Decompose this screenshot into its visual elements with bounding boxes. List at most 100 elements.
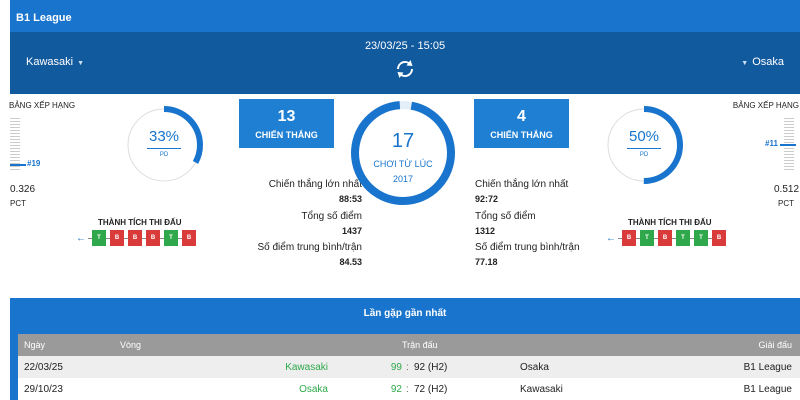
home-team-selector[interactable]: Kawasaki ▼ [26,56,88,68]
form-connector [690,237,694,239]
home-wins-count: 13 [277,108,296,125]
form-result-badge: T [640,230,654,246]
home-biggest-win-value: 88:53 [338,194,362,204]
home-avg-points-label: Số điểm trung bình/trận [257,242,362,253]
form-connector [618,237,622,239]
home-wins-box: 13 CHIẾN THẮNG [239,99,334,148]
home-form-row: ← T B B B T B [74,229,196,247]
form-result-badge: T [164,230,178,246]
chevron-down-icon: ▼ [77,60,85,67]
form-connector [672,237,676,239]
away-total-points-value: 1312 [475,226,496,236]
away-ranking-bar [784,118,794,174]
form-result-badge: B [658,230,672,246]
home-pct-label: PCT [10,199,26,208]
row-home-team[interactable]: Osaka [299,384,328,395]
away-pct-value: 0.512 [774,184,800,195]
away-rank-marker [780,144,796,146]
row-home-team[interactable]: Kawasaki [285,362,328,373]
form-connector [178,237,182,239]
home-ranking-bar [10,118,20,174]
form-result-badge: B [146,230,160,246]
away-form-row: ← B T B T T B [604,229,726,247]
row-date: 29/10/23 [24,384,63,395]
form-result-badge: B [182,230,196,246]
table-row[interactable]: 22/03/25 Kawasaki 99 : 92 (H2) Osaka B1 … [18,356,800,378]
row-score-sep: : [406,384,409,395]
away-form-label: THÀNH TÍCH THI ĐẤU [628,218,712,227]
row-away-score: 92 (H2) [414,362,448,373]
home-rank: #19 [27,159,41,168]
form-result-badge: T [694,230,708,246]
row-league: B1 League [743,362,792,373]
chevron-down-icon: ▼ [741,60,749,67]
form-result-badge: T [92,230,106,246]
form-connector [708,237,712,239]
home-pd-percent: 33% [148,128,180,145]
table-header: Ngày Vòng Trận đấu Giải đấu [18,334,800,356]
row-away-score: 72 (H2) [414,384,448,395]
away-pd-donut: 50% PD [605,106,683,184]
row-league: B1 League [743,384,792,395]
home-rank-marker [10,164,26,166]
away-rank: #11 [765,139,778,148]
away-pd-percent: 50% [628,128,660,145]
form-result-badge: B [712,230,726,246]
home-total-points-value: 1437 [341,226,362,236]
away-avg-points-value: 77.18 [475,257,498,267]
away-team-name: Osaka [752,56,784,68]
away-wins-count: 4 [517,108,526,125]
since-label: CHƠI TỪ LÚC [373,159,433,169]
away-wins-label: CHIẾN THẮNG [490,130,553,140]
form-connector [636,237,640,239]
form-connector [88,237,92,239]
form-connector [124,237,128,239]
home-pd-label: PD [159,152,169,158]
games-played-donut: 17 CHƠI TỪ LÚC 2017 [350,100,456,206]
home-team-name: Kawasaki [26,56,74,68]
home-wins-label: CHIẾN THẮNG [255,130,318,140]
form-result-badge: B [110,230,124,246]
row-away-team[interactable]: Osaka [520,362,549,373]
home-biggest-win-label: Chiến thắng lớn nhất [268,179,362,190]
away-biggest-win-value: 92:72 [475,194,499,204]
away-avg-points-label: Số điểm trung bình/trận [475,242,580,253]
away-biggest-win-label: Chiến thắng lớn nhất [475,179,569,190]
table-row[interactable]: 29/10/23 Osaka 92 : 72 (H2) Kawasaki B1 … [18,378,800,400]
arrow-left-icon: ← [606,232,616,244]
since-year: 2017 [392,174,414,184]
form-result-badge: B [622,230,636,246]
arrow-left-icon: ← [76,232,86,244]
col-date: Ngày [24,340,46,350]
row-home-score: 92 [390,384,402,395]
col-league: Giải đấu [758,340,792,350]
home-form-label: THÀNH TÍCH THI ĐẤU [98,218,182,227]
form-result-badge: T [676,230,690,246]
match-datetime: 23/03/25 - 15:05 [364,40,446,52]
form-result-badge: B [128,230,142,246]
recent-matches-table: Ngày Vòng Trận đấu Giải đấu 22/03/25 Kaw… [18,334,800,400]
home-avg-points-value: 84.53 [339,257,362,267]
home-pd-donut: 33% PD [125,106,203,184]
form-connector [654,237,658,239]
recent-matches-panel: Lần gặp gần nhất Ngày Vòng Trận đấu Giải… [10,298,800,400]
away-team-selector[interactable]: ▼ Osaka [737,56,784,68]
home-ranking-label: BẢNG XẾP HẠNG [9,101,76,110]
col-match: Trận đấu [402,340,438,350]
recent-matches-title: Lần gặp gần nhất [363,308,447,319]
refresh-icon[interactable] [393,57,417,81]
row-home-score: 99 [390,362,402,373]
home-total-points-label: Tổng số điểm [301,211,362,222]
row-away-team[interactable]: Kawasaki [520,384,563,395]
away-pd-label: PD [639,152,649,158]
away-wins-box: 4 CHIẾN THẮNG [474,99,569,148]
row-score-sep: : [406,362,409,373]
home-pct-value: 0.326 [10,184,36,195]
col-round: Vòng [120,340,142,350]
match-header: 23/03/25 - 15:05 Kawasaki ▼ ▼ Osaka [10,32,800,94]
form-connector [142,237,146,239]
row-date: 22/03/25 [24,362,63,373]
form-connector [106,237,110,239]
form-connector [160,237,164,239]
